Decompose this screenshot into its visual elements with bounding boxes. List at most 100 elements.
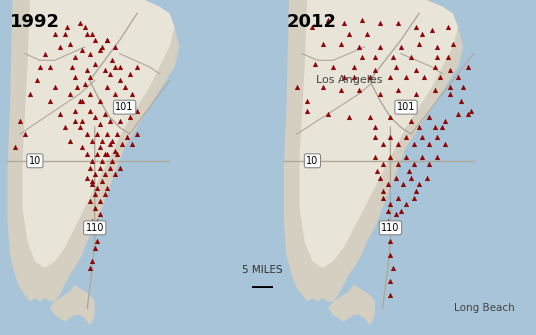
- Point: [415, 41, 423, 46]
- Point: [83, 151, 92, 157]
- Point: [100, 68, 109, 73]
- Point: [441, 141, 449, 147]
- Point: [422, 175, 431, 180]
- Point: [113, 151, 122, 157]
- Point: [446, 84, 455, 90]
- Point: [88, 218, 96, 224]
- Point: [443, 54, 452, 60]
- Point: [453, 111, 462, 117]
- Point: [433, 44, 442, 50]
- Point: [46, 64, 54, 70]
- Point: [11, 145, 19, 150]
- Point: [106, 71, 114, 76]
- Point: [91, 192, 99, 197]
- Point: [93, 185, 101, 190]
- Point: [376, 175, 384, 180]
- Polygon shape: [328, 285, 375, 325]
- Point: [65, 41, 74, 46]
- Point: [71, 74, 79, 80]
- Point: [394, 195, 403, 200]
- Point: [120, 108, 129, 113]
- Point: [407, 54, 415, 60]
- Text: 5 MILES: 5 MILES: [242, 265, 283, 275]
- Point: [376, 44, 384, 50]
- Point: [85, 74, 94, 80]
- Point: [118, 141, 126, 147]
- Point: [324, 17, 332, 23]
- Point: [110, 148, 119, 153]
- Point: [446, 68, 455, 73]
- Point: [46, 98, 54, 103]
- Point: [85, 198, 94, 204]
- Point: [88, 31, 96, 36]
- Text: 10: 10: [306, 156, 318, 166]
- Point: [133, 131, 142, 137]
- Point: [318, 41, 327, 46]
- Point: [345, 31, 353, 36]
- Point: [402, 155, 411, 160]
- Point: [26, 91, 34, 96]
- Point: [402, 202, 411, 207]
- Point: [110, 172, 119, 177]
- Point: [71, 108, 79, 113]
- Text: 101: 101: [397, 102, 415, 112]
- Point: [16, 118, 24, 123]
- Point: [78, 118, 86, 123]
- Text: 110: 110: [86, 223, 104, 233]
- Point: [378, 161, 387, 167]
- Point: [438, 125, 446, 130]
- Point: [78, 145, 86, 150]
- Text: 2012: 2012: [286, 13, 337, 31]
- Point: [464, 111, 473, 117]
- Text: Los Angeles: Los Angeles: [316, 75, 382, 85]
- Point: [404, 168, 413, 174]
- Point: [91, 172, 99, 177]
- Point: [76, 125, 84, 130]
- Point: [108, 158, 116, 163]
- Point: [430, 88, 439, 93]
- Point: [370, 54, 379, 60]
- Point: [370, 125, 379, 130]
- Point: [106, 165, 114, 170]
- Point: [386, 74, 394, 80]
- Point: [106, 118, 114, 123]
- Point: [93, 239, 101, 244]
- Point: [98, 44, 107, 50]
- Point: [128, 141, 136, 147]
- Point: [63, 24, 72, 29]
- Point: [78, 98, 86, 103]
- Point: [106, 141, 114, 147]
- Point: [21, 131, 29, 137]
- Point: [85, 108, 94, 113]
- Point: [397, 44, 405, 50]
- Point: [88, 178, 96, 184]
- Point: [376, 91, 384, 96]
- Point: [103, 38, 111, 43]
- Point: [412, 24, 421, 29]
- Point: [100, 192, 109, 197]
- Point: [402, 135, 411, 140]
- Point: [33, 78, 42, 83]
- Point: [391, 225, 400, 230]
- Point: [420, 74, 428, 80]
- Point: [370, 68, 379, 73]
- Point: [110, 44, 119, 50]
- Point: [402, 74, 411, 80]
- Point: [88, 182, 96, 187]
- Point: [394, 21, 403, 26]
- Point: [467, 108, 475, 113]
- Point: [389, 54, 397, 60]
- Point: [110, 91, 119, 96]
- Point: [339, 21, 348, 26]
- Point: [120, 84, 129, 90]
- Point: [324, 111, 332, 117]
- Text: 110: 110: [381, 223, 400, 233]
- Point: [93, 131, 101, 137]
- Point: [378, 188, 387, 194]
- Point: [433, 54, 442, 60]
- Point: [100, 111, 109, 117]
- Point: [71, 54, 79, 60]
- Point: [386, 279, 394, 284]
- Point: [125, 115, 134, 120]
- Point: [95, 212, 104, 217]
